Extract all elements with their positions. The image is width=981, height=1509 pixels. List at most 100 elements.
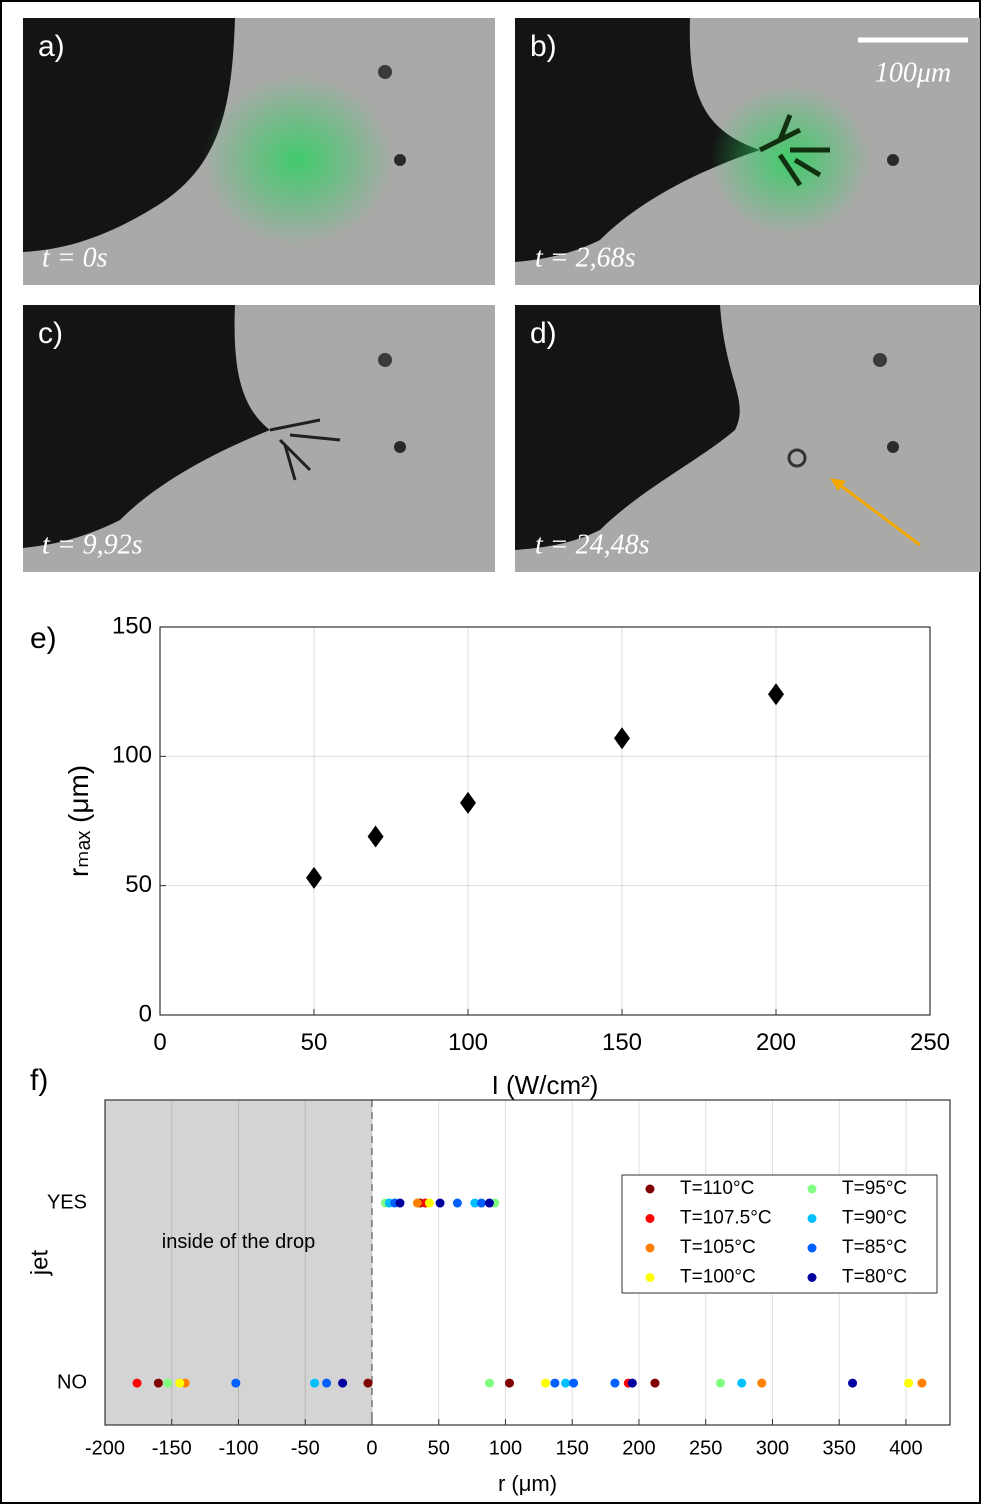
axes-box: [104, 1099, 951, 1426]
x-tick-label: 100: [489, 1437, 522, 1459]
data-point: [715, 1378, 725, 1388]
data-point: [231, 1378, 241, 1388]
data-point: [614, 727, 630, 750]
photo-label: d): [530, 317, 557, 350]
y-tick-label: 100: [112, 742, 152, 769]
y-tick-label: 150: [112, 612, 152, 639]
data-point: [504, 1378, 514, 1388]
data-point: [650, 1378, 660, 1388]
x-tick-label: 300: [756, 1437, 789, 1459]
legend-marker: [807, 1273, 817, 1282]
photo-time: t = 0s: [42, 242, 108, 273]
x-tick-label: 250: [910, 1029, 950, 1056]
photo-label: a): [38, 30, 65, 63]
x-axis-label: I (W/cm²): [492, 1070, 599, 1100]
legend-label: T=105°C: [680, 1237, 756, 1258]
data-point: [153, 1378, 163, 1388]
scale-bar-label: 100μm: [875, 57, 951, 88]
data-point: [452, 1198, 462, 1208]
x-tick-label: 0: [366, 1437, 377, 1459]
photo-label: c): [38, 317, 63, 350]
data-point: [917, 1378, 927, 1388]
y-axis-label: jet: [26, 1250, 53, 1277]
legend-marker: [807, 1214, 817, 1223]
data-point: [550, 1378, 560, 1388]
data-point: [363, 1378, 373, 1388]
x-tick-label: 100: [448, 1029, 488, 1056]
x-tick-label: 200: [756, 1029, 796, 1056]
data-point: [561, 1378, 571, 1388]
data-point: [460, 791, 476, 814]
legend-marker: [645, 1184, 655, 1194]
data-point: [904, 1378, 914, 1388]
legend-marker: [807, 1184, 817, 1194]
x-tick-label: 50: [428, 1437, 450, 1459]
legend-box: [621, 1174, 938, 1294]
data-point: [476, 1198, 486, 1208]
legend-label: T=80°C: [842, 1267, 907, 1288]
legend-marker: [645, 1214, 655, 1223]
x-tick-label: -200: [85, 1437, 125, 1459]
y-tick-label: 50: [125, 871, 152, 898]
plot-area: [160, 627, 930, 1015]
x-tick-label: 150: [556, 1437, 589, 1459]
data-point: [757, 1378, 767, 1388]
legend-marker: [645, 1273, 655, 1282]
x-tick-label: 400: [889, 1437, 922, 1459]
legend-label: T=85°C: [842, 1237, 907, 1258]
region-label: inside of the drop: [162, 1231, 315, 1253]
panel-label: e): [30, 622, 57, 655]
x-tick-label: 200: [622, 1437, 655, 1459]
photo-time: t = 9,92s: [42, 529, 143, 560]
y-tick-label: YES: [47, 1191, 87, 1213]
data-point: [768, 683, 784, 706]
photo-time: t = 2,68s: [535, 242, 636, 273]
x-tick-label: -50: [291, 1437, 320, 1459]
data-point: [737, 1378, 747, 1388]
legend-label: T=100°C: [680, 1267, 756, 1288]
x-tick-label: -150: [152, 1437, 192, 1459]
data-point: [569, 1378, 579, 1388]
data-point: [484, 1378, 494, 1388]
data-point: [424, 1198, 434, 1208]
data-point: [163, 1378, 173, 1388]
legend-label: T=107.5°C: [680, 1208, 772, 1229]
data-point: [310, 1378, 320, 1388]
data-point: [470, 1198, 480, 1208]
data-point: [484, 1198, 494, 1208]
x-axis-label: r (μm): [498, 1471, 557, 1496]
photo: d) t = 24,48s: [515, 305, 980, 572]
legend-label: T=90°C: [842, 1208, 907, 1229]
photo-label: b): [530, 30, 557, 63]
legend-label: T=110°C: [680, 1178, 754, 1199]
y-tick-label: NO: [57, 1371, 87, 1393]
legend-marker: [807, 1243, 817, 1253]
x-tick-label: 50: [301, 1029, 328, 1056]
data-point: [610, 1378, 620, 1388]
y-axis-label: rₘₐₓ (μm): [63, 765, 94, 877]
photo: c) t = 9,92s: [23, 305, 495, 572]
x-tick-label: -100: [218, 1437, 258, 1459]
data-point: [132, 1378, 142, 1388]
shaded-region: [105, 1100, 372, 1425]
x-tick-label: 150: [602, 1029, 642, 1056]
data-point: [367, 825, 384, 848]
x-tick-label: 350: [823, 1437, 856, 1459]
data-point: [627, 1378, 637, 1388]
data-point: [848, 1378, 858, 1388]
data-point: [435, 1198, 445, 1208]
photo: a) t = 0s: [23, 18, 495, 285]
photo-time: t = 24,48s: [535, 529, 650, 560]
photo: 100μm b) t = 2,68s: [515, 18, 980, 285]
data-point: [412, 1198, 422, 1208]
data-point: [322, 1378, 332, 1388]
data-point: [395, 1198, 405, 1208]
data-point: [175, 1378, 185, 1388]
panel-label: f): [30, 1064, 48, 1097]
data-point: [338, 1378, 348, 1388]
x-tick-label: 0: [153, 1029, 166, 1056]
data-point: [541, 1378, 551, 1388]
y-tick-label: 0: [139, 1000, 152, 1027]
x-tick-label: 250: [689, 1437, 722, 1459]
